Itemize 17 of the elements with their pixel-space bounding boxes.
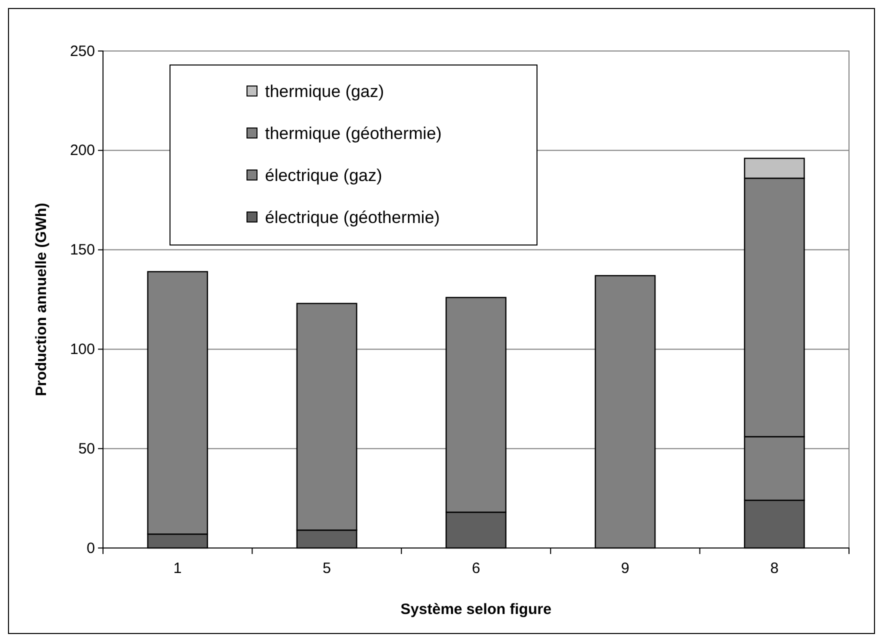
y-tick-label: 250 bbox=[70, 42, 95, 60]
legend-label: électrique (gaz) bbox=[265, 166, 382, 185]
x-tick-label: 9 bbox=[621, 560, 630, 577]
x-tick-label: 1 bbox=[173, 560, 182, 577]
y-tick-label: 150 bbox=[70, 242, 95, 259]
legend-label: électrique (géothermie) bbox=[265, 208, 440, 227]
y-axis-title: Production annuelle (GWh) bbox=[33, 202, 50, 396]
x-tick-label: 6 bbox=[472, 560, 480, 577]
y-tick-label: 50 bbox=[78, 440, 95, 458]
x-tick-label: 8 bbox=[770, 560, 779, 577]
legend-label: thermique (géothermie) bbox=[265, 124, 442, 143]
legend-label: thermique (gaz) bbox=[265, 82, 384, 101]
y-tick-label: 200 bbox=[70, 142, 95, 160]
y-tick-label: 0 bbox=[86, 540, 95, 557]
x-axis-title: Système selon figure bbox=[400, 601, 552, 618]
x-tick-label: 5 bbox=[322, 560, 331, 577]
y-tick-label: 100 bbox=[70, 341, 95, 358]
